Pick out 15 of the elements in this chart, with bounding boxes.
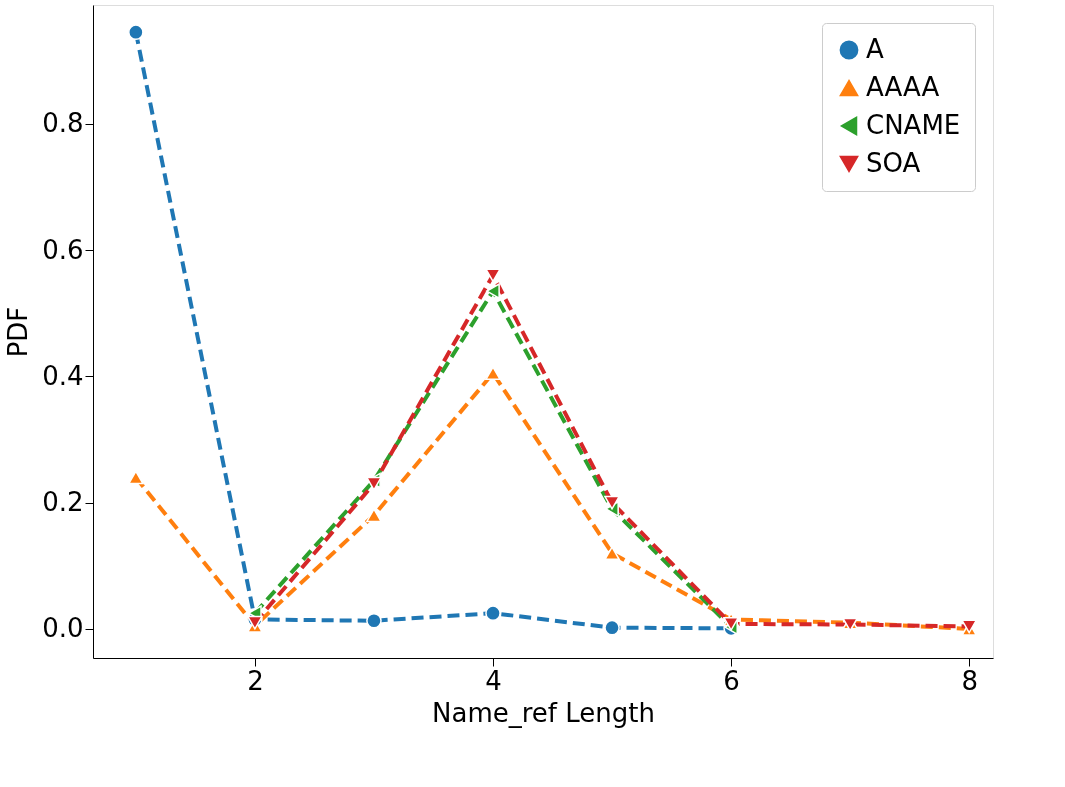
x-tick-label: 2	[247, 665, 264, 696]
legend-label: A	[866, 34, 884, 64]
y-tick-label: 0.8	[42, 108, 84, 139]
x-tick-label: 8	[961, 665, 978, 696]
legend-label: AAAA	[866, 72, 940, 102]
y-tick-label: 0.4	[42, 360, 84, 391]
y-axis-title: PDF	[3, 306, 34, 358]
x-tick-label: 6	[723, 665, 740, 696]
y-tick-label: 0.2	[42, 487, 84, 518]
x-tick-label: 4	[485, 665, 502, 696]
legend-label: SOA	[866, 148, 921, 178]
y-tick-label: 0.0	[42, 613, 84, 644]
legend-label: CNAME	[866, 110, 961, 140]
y-tick-label: 0.6	[42, 234, 84, 265]
x-axis-title: Name_ref Length	[432, 697, 655, 728]
